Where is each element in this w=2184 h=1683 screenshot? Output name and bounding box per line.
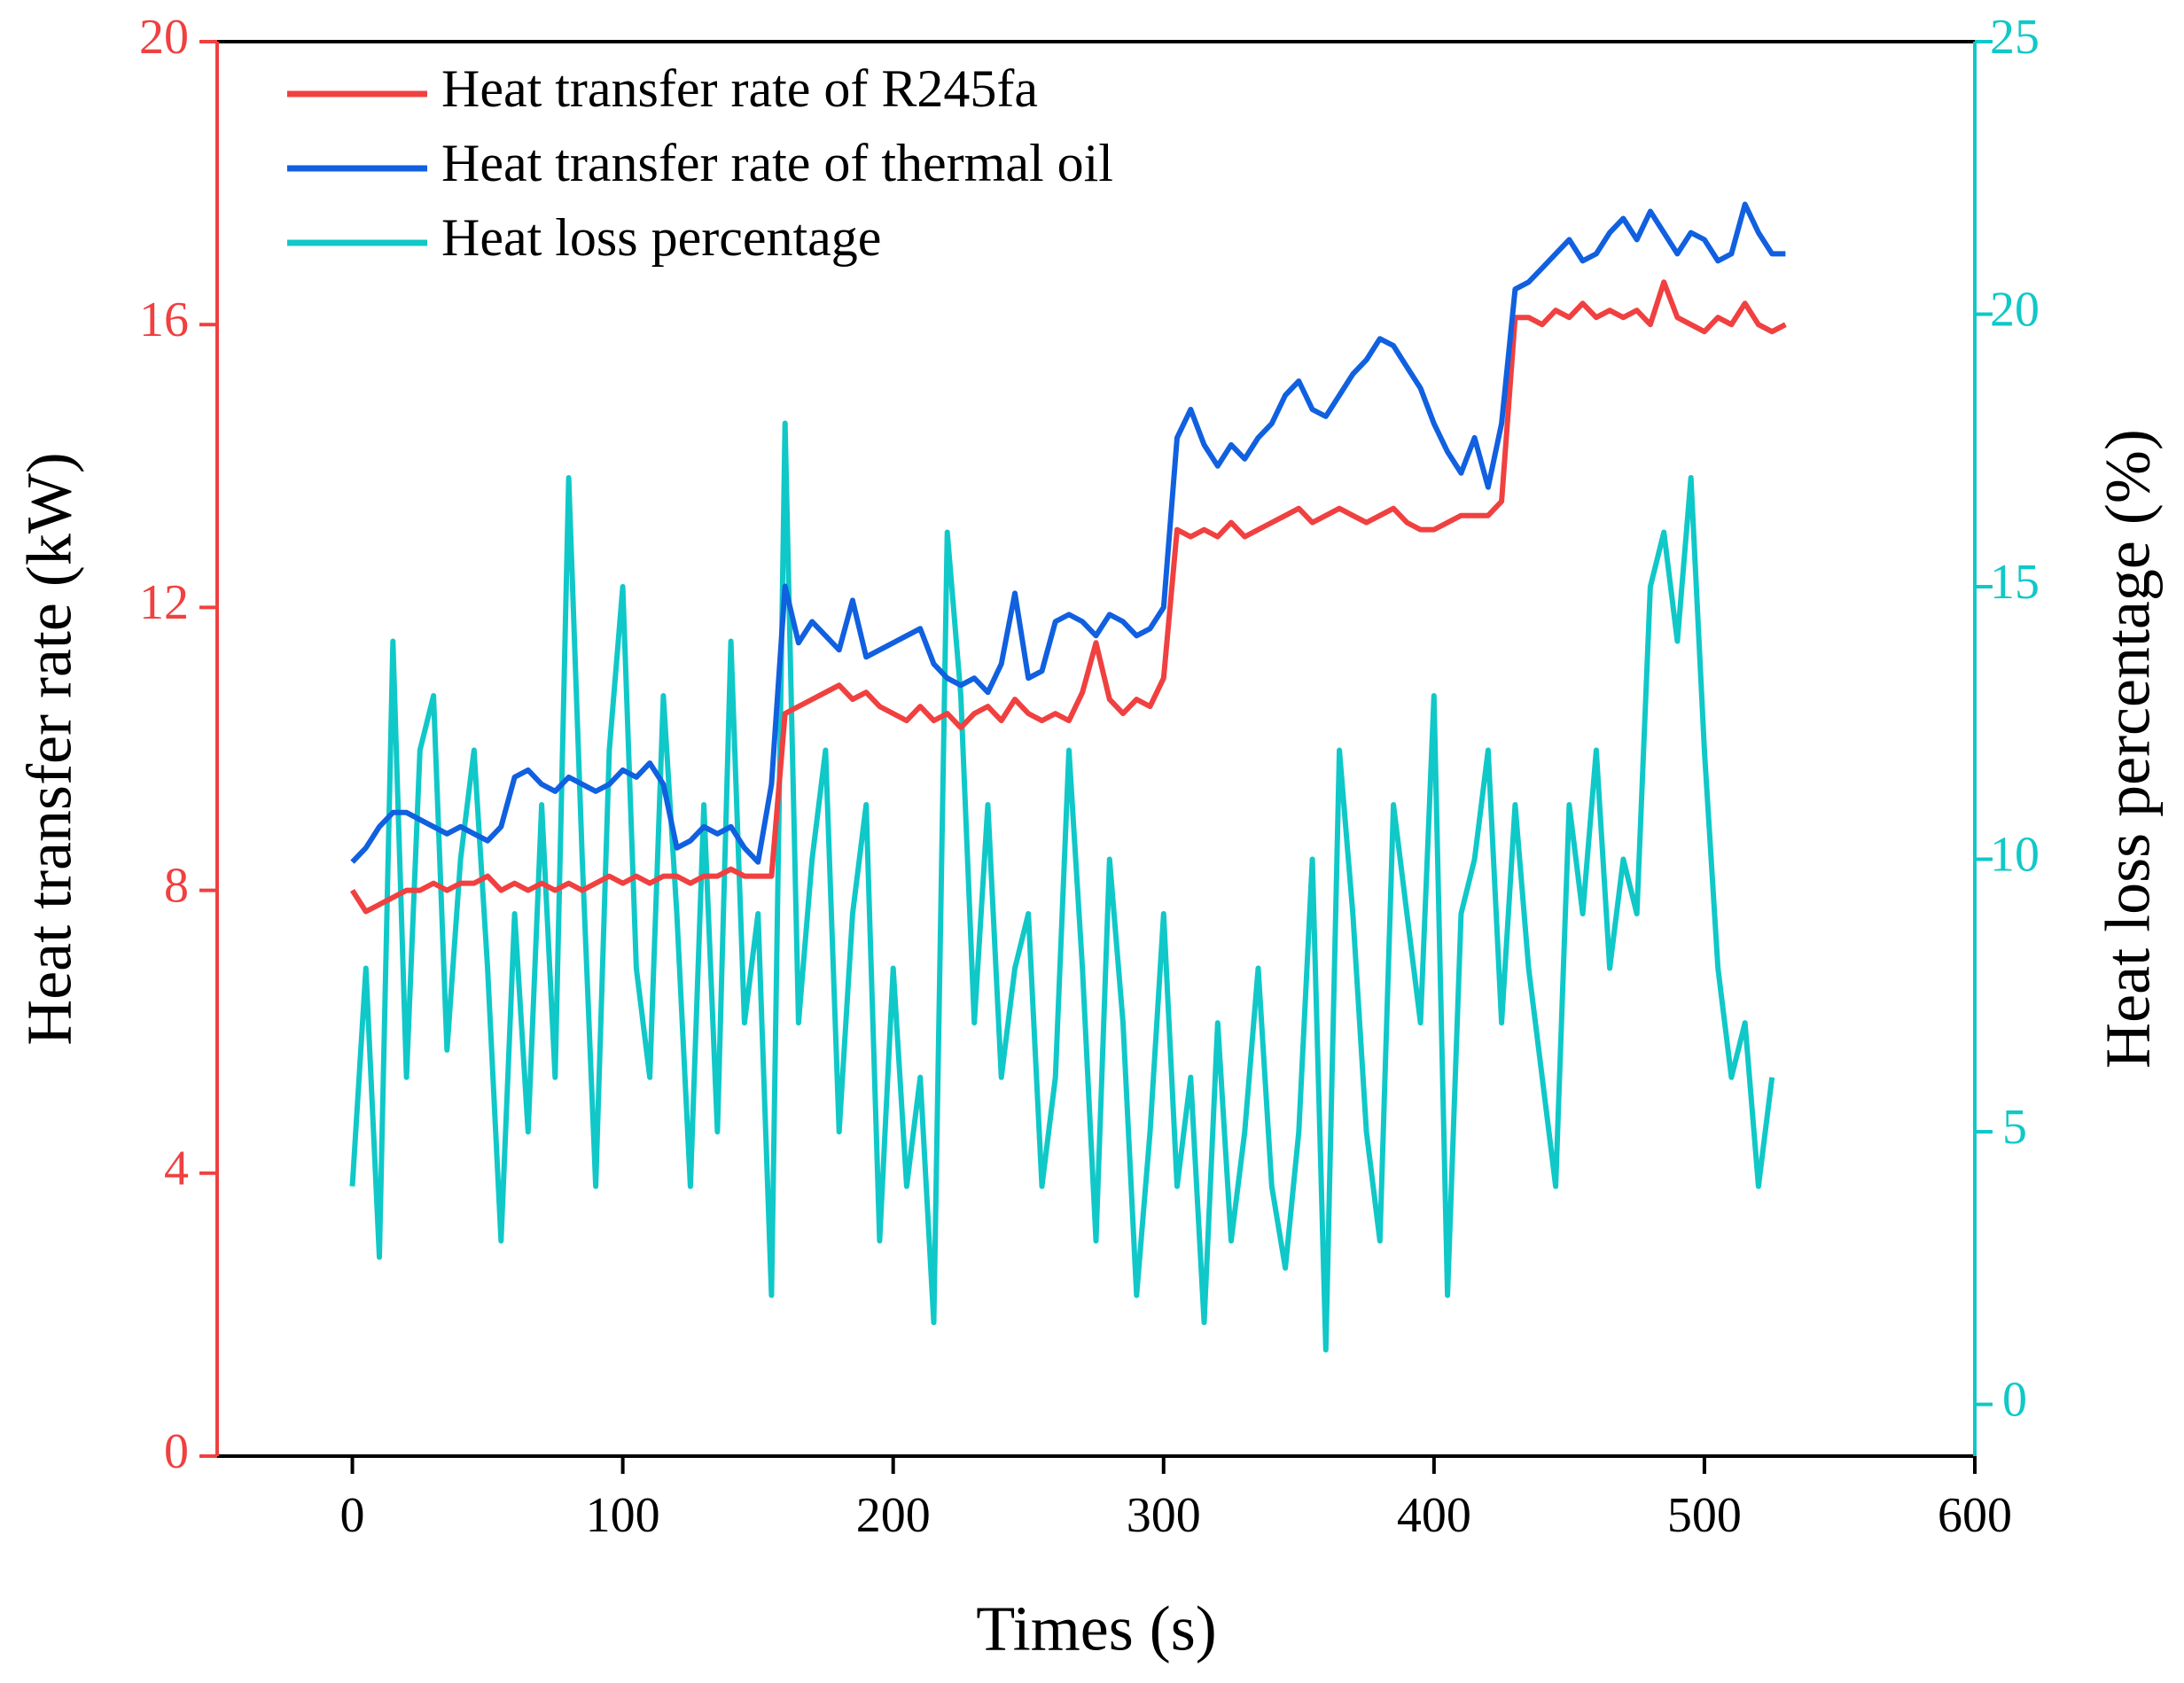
y2-tick-label: 20 <box>1990 282 2040 337</box>
y-tick-label: 0 <box>164 1424 189 1479</box>
y-tick-label: 4 <box>164 1141 189 1196</box>
x-axis-label: Times (s) <box>976 1593 1216 1664</box>
y2-tick-label: 5 <box>2002 1100 2027 1155</box>
y2-tick-label: 10 <box>1990 827 2040 882</box>
legend-label: Heat loss percentage <box>441 208 881 267</box>
y-tick-label: 12 <box>139 575 189 630</box>
y-tick-label: 20 <box>139 10 189 65</box>
x-tick-label: 400 <box>1397 1488 1471 1543</box>
legend-label: Heat transfer rate of R245fa <box>441 59 1038 118</box>
legend-label: Heat transfer rate of thermal oil <box>441 134 1113 192</box>
y2-tick-label: 15 <box>1990 555 2040 610</box>
series-line <box>350 201 1786 865</box>
x-tick-label: 300 <box>1127 1488 1201 1543</box>
y-tick-label: 16 <box>139 292 189 347</box>
series-line <box>349 279 1787 915</box>
y2-tick-label: 0 <box>2002 1372 2027 1427</box>
x-tick-label: 600 <box>1938 1488 2012 1543</box>
y-axis-label: Heat transfer rate (kW) <box>14 452 85 1046</box>
y-tick-label: 8 <box>164 858 189 913</box>
x-tick-label: 500 <box>1667 1488 1742 1543</box>
series-line <box>349 420 1775 1353</box>
x-tick-label: 0 <box>340 1488 365 1543</box>
x-tick-label: 200 <box>856 1488 931 1543</box>
y2-tick-label: 25 <box>1990 10 2040 65</box>
x-tick-label: 100 <box>586 1488 660 1543</box>
y2-axis-label: Heat loss percentage (%) <box>2093 429 2164 1069</box>
